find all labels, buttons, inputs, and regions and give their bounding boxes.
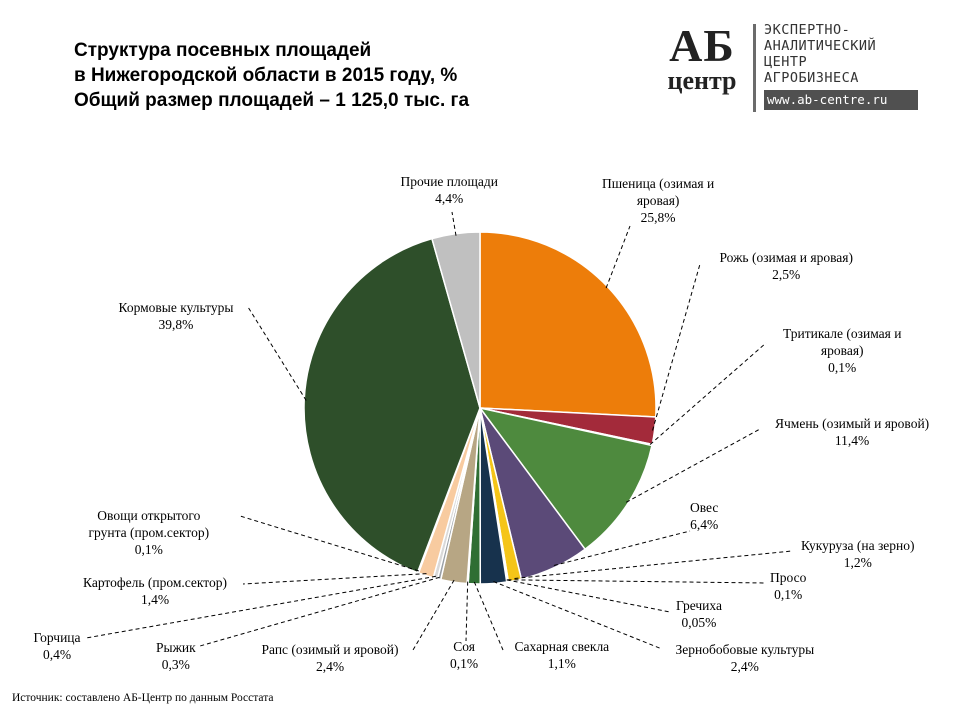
leader-line-rye (652, 263, 701, 431)
leader-line-mustard (85, 575, 436, 639)
label-triticale: Тритикале (озимая и яровая) 0,1% (783, 325, 901, 376)
slice-name-line: Рапс (озимый и яровой) (261, 642, 399, 657)
slice-name-line: яровая) (636, 192, 680, 208)
slice-name-line: грунта (пром.сектор) (88, 524, 210, 540)
slice-value: 39,8% (158, 317, 194, 332)
logo-mark-bottom: центр (667, 66, 737, 95)
slice-value: 6,4% (690, 517, 719, 532)
slice-value: 2,4% (730, 659, 759, 674)
slice-name-line: яровая) (820, 342, 864, 358)
slice-name-line: Гречиха (676, 598, 722, 613)
title-line-2: в Нижегородской области в 2015 году, % (74, 65, 458, 86)
label-millet: Просо 0,1% (770, 569, 806, 603)
chart-title: Структура посевных площадей в Нижегородс… (74, 38, 634, 113)
leader-line-potato (242, 573, 427, 585)
slice-name-line: Пшеница (озимая и (602, 175, 715, 191)
slice-name-line: Рожь (озимая и яровая) (719, 250, 853, 265)
title-line-1: Структура посевных площадей (74, 40, 372, 61)
leader-line-other (451, 211, 457, 236)
leader-line-rapeseed (412, 579, 455, 651)
label-camelina: Рыжик 0,3% (156, 639, 196, 673)
slice-value: 25,8% (640, 209, 676, 225)
slice-name-line: Горчица (33, 630, 81, 645)
slice-value: 1,4% (140, 592, 170, 607)
leader-line-millet (507, 579, 766, 584)
pie-slice-wheat (479, 231, 657, 418)
slice-value: 0,1% (774, 587, 803, 602)
slice-name-line: Кукуруза (на зерно) (801, 538, 915, 553)
slice-name-line: Сахарная свекла (514, 639, 610, 654)
label-wheat: Пшеница (озимая и яровая) 25,8% (602, 175, 714, 226)
title-line-3: Общий размер площадей – 1 125,0 тыс. га (74, 90, 470, 111)
label-sugar-beet: Сахарная свекла 1,1% (515, 638, 610, 672)
label-buckwheat: Гречиха 0,05% (676, 597, 722, 631)
slice-name-line: Рыжик (156, 640, 196, 655)
slice-name-line: Зернобобовые культуры (675, 642, 815, 657)
label-fodder: Кормовые культуры 39,8% (119, 299, 234, 333)
leader-line-legumes (493, 581, 663, 650)
slice-value: 0,3% (161, 657, 190, 672)
slice-name-line: Ячмень (озимый и яровой) (775, 416, 930, 431)
label-rapeseed: Рапс (озимый и яровой) 2,4% (262, 641, 399, 675)
slice-name-line: Овощи открытого (97, 507, 201, 523)
slice-value: 0,1% (134, 541, 163, 557)
slice-value: 0,1% (450, 656, 479, 671)
pie-slice-barley (478, 406, 653, 551)
slice-value: 2,4% (315, 659, 345, 674)
slice-name-line: Прочие площади (400, 174, 498, 189)
logo-mark: АБ центр (656, 20, 748, 95)
leader-line-soy (465, 581, 469, 642)
source-note: Источник: составлено АБ-Центр по данным … (12, 692, 274, 704)
slice-value: 4,4% (435, 191, 464, 206)
ab-centre-logo: АБ центр ЭКСПЕРТНО- АНАЛИТИЧЕСКИЙ ЦЕНТР … (656, 20, 926, 112)
label-oats: Овес 6,4% (690, 499, 718, 533)
label-soy: Соя 0,1% (450, 638, 478, 672)
slice-value: 1,1% (547, 656, 576, 671)
logo-text-line-3: ЦЕНТР (764, 54, 808, 70)
logo-text: ЭКСПЕРТНО- АНАЛИТИЧЕСКИЙ ЦЕНТР АГРОБИЗНЕ… (764, 22, 934, 86)
label-corn: Кукуруза (на зерно) 1,2% (801, 537, 915, 571)
label-other: Прочие площади 4,4% (401, 173, 498, 207)
slice-value: 1,2% (843, 555, 872, 570)
slice-name-line: Тритикале (озимая и (783, 325, 902, 341)
leader-line-fodder (247, 306, 307, 401)
pie-slice-fodder (303, 237, 481, 574)
leader-line-triticale (649, 342, 767, 445)
label-mustard: Горчица 0,4% (34, 629, 81, 663)
slice-name-line: Кормовые культуры (118, 300, 234, 315)
logo-text-line-2: АНАЛИТИЧЕСКИЙ (764, 38, 877, 54)
leader-line-vegetables (239, 515, 419, 572)
label-barley: Ячмень (озимый и яровой) 11,4% (775, 415, 929, 449)
leader-line-buckwheat (506, 579, 671, 613)
slice-name-line: Просо (770, 570, 807, 585)
leader-line-wheat (605, 225, 631, 289)
slice-value: 11,4% (834, 433, 870, 448)
slice-value: 0,05% (681, 615, 717, 630)
slice-value: 0,1% (828, 359, 857, 375)
logo-text-line-4: АГРОБИЗНЕСА (764, 70, 859, 86)
leader-line-oats (553, 530, 691, 566)
leader-line-sugar-beet (473, 581, 504, 651)
leader-line-barley (625, 428, 761, 503)
slice-name-line: Картофель (пром.сектор) (83, 575, 227, 590)
label-rye: Рожь (озимая и яровая) 2,5% (720, 249, 853, 283)
leader-line-corn (514, 550, 793, 579)
label-vegetables: Овощи открытого грунта (пром.сектор) 0,1% (89, 507, 210, 558)
label-potato: Картофель (пром.сектор) 1,4% (83, 574, 227, 608)
leader-lines (85, 211, 793, 651)
logo-url: www.ab-centre.ru (764, 90, 918, 110)
label-legumes: Зернобобовые культуры 2,4% (676, 641, 815, 675)
pie-slices (303, 231, 657, 585)
slice-value: 0,4% (42, 647, 72, 662)
slice-name-line: Соя (453, 639, 475, 654)
logo-text-line-1: ЭКСПЕРТНО- (764, 22, 851, 38)
logo-divider (753, 24, 756, 112)
slice-value: 2,5% (772, 267, 801, 282)
slice-name-line: Овес (690, 500, 719, 515)
logo-mark-top: АБ (669, 20, 735, 71)
